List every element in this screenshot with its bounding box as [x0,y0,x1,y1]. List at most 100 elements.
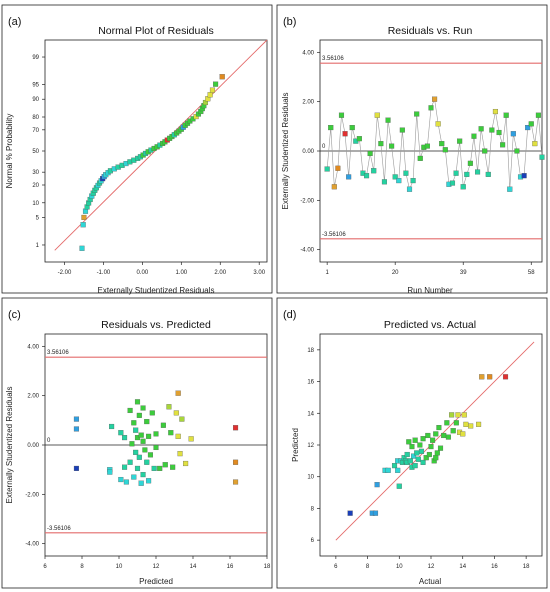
panel-d-point [428,444,434,450]
panel-d-point [437,445,444,451]
panel-d-point [453,420,459,426]
panel-d-ytick-label: 12 [307,443,314,449]
panel-d-point [463,421,469,427]
panel-d-xtick-label: 14 [459,564,466,570]
panel-a-xtick-label: 1.00 [175,270,187,276]
panel-d: (d) Predicted vs. Actual Actual Predicte… [276,297,548,589]
panel-c-point [136,412,142,418]
panel-b-point [492,108,499,115]
panel-b-point [335,165,341,171]
panel-c-point [140,472,146,478]
panel-c-point [129,441,135,447]
panel-d-point [433,455,439,461]
panel-d-point [444,420,450,426]
panel-c-xtick-label: 12 [153,564,160,570]
panel-d-xtick-label: 10 [396,564,403,570]
panel-b-point [442,147,448,153]
panel-a-ytick-label: 50 [32,149,39,155]
panel-c-point [144,459,150,465]
panel-b-xtick-label: 1 [325,270,329,276]
panel-b-point [503,112,509,118]
panel-c-xtick-label: 16 [227,564,234,570]
panel-d-point [479,374,485,380]
panel-b-point [424,143,430,149]
panel-c-point [151,465,157,471]
panel-c-point [149,410,155,416]
panel-b-point [467,160,473,166]
panel-b-point [385,117,391,123]
panel-b-point [392,174,398,180]
panel-c-point [118,476,124,483]
panel-b-point [535,112,541,118]
panel-d-point [425,432,431,439]
panel-b-point [485,171,491,177]
panel-c-ytick-label: -2.00 [25,492,39,498]
panel-d-point [385,467,391,473]
panel-b-point [464,171,470,177]
panel-a-point [80,222,86,228]
panel-b-point [324,166,330,172]
panel-c-zero-label: 0 [47,438,51,444]
panel-a-xlabel: Externally Studentized Residuals [98,286,215,295]
panel-b-point [371,168,377,174]
panel-b-xlabel: Run Number [407,286,453,295]
panel-c-xtick-label: 18 [264,564,271,570]
panel-c-point [131,420,137,426]
panel-d-point [395,467,401,473]
panel-b-lower-limit-label: -3.56106 [322,232,346,238]
panel-c-label: (c) [8,309,21,321]
panel-c-point [122,435,128,441]
panel-a: (a) Normal Plot of Residuals Externally … [1,4,273,295]
panel-c-point [127,459,133,465]
panel-d-point [415,456,421,462]
panel-c-point [232,459,239,465]
panel-c-xtick-label: 8 [80,564,84,570]
panel-a-marks: 1 5 10 20 30 50 70 80 90 95 99 -2.00 -1.00 0.00 1.00 2.… [32,39,268,276]
panel-c-point [232,425,239,431]
panel-d-point [420,459,426,465]
panel-c-point [146,478,152,484]
panel-b-point [496,129,502,136]
panel-c-point [168,430,174,436]
panel-a-xtick-label: -1.00 [97,270,111,276]
panel-d-point [434,450,440,456]
panel-c-point [175,390,181,396]
panel-b-label: (b) [283,16,296,28]
panel-a-point [207,92,213,98]
panel-a-xtick-label: -2.00 [58,270,72,276]
panel-c-point [140,438,146,444]
panel-d-ytick-label: 18 [307,348,314,354]
panel-a-frame [1,4,273,294]
panel-c-point [144,419,150,425]
panel-c-point [136,454,142,460]
panel-b-ytick-label: 0.00 [302,149,314,155]
panel-b-point [403,170,409,176]
panel-c-point [127,407,133,414]
panel-d-point [391,463,398,469]
panel-d-point [412,437,418,443]
panel-b-point [482,148,488,154]
panel-d-ytick-label: 16 [307,380,314,386]
panel-d-point [502,374,509,380]
panel-b-point [435,121,441,127]
panel-c-point [138,432,144,438]
panel-d-point [449,412,455,418]
panel-d-xtick-label: 16 [491,564,498,570]
panel-a-ytick-label: 99 [32,55,39,61]
panel-c-point [122,464,128,470]
panel-b-point [363,173,370,179]
panel-d-xtick-label: 18 [523,564,530,570]
panel-b-point [457,138,463,144]
panel-b-xtick-label: 20 [392,270,399,276]
panel-b-point [378,141,384,147]
panel-b-zero-label: 0 [322,144,326,150]
panel-a-ytick-label: 20 [32,183,39,189]
panel-c-point [109,423,115,430]
panel-b-point [525,125,531,131]
panel-c-upper-limit-label: 3.56106 [47,350,69,356]
panel-c-point [107,469,113,475]
panel-d-point [409,444,415,450]
panel-b-point [521,173,527,179]
panel-a-point [81,214,87,220]
